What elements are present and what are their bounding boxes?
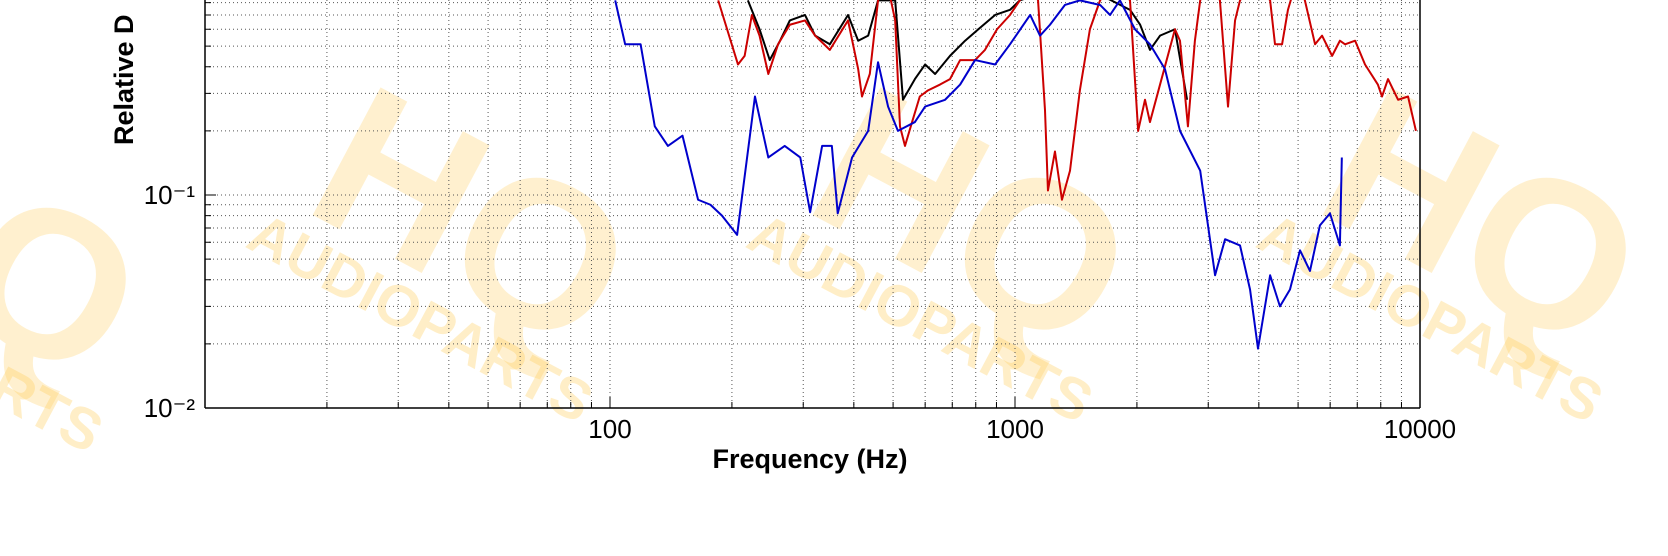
- y-tick-label: 10⁻²: [144, 393, 196, 423]
- y-tick-label: 10⁻¹: [144, 180, 196, 210]
- grid-layer: [205, 0, 1421, 409]
- x-tick-label: 100: [588, 414, 631, 444]
- x-tick-label: 10000: [1384, 414, 1456, 444]
- y-axis-label: Relative D: [109, 14, 139, 145]
- x-tick-label: 1000: [986, 414, 1044, 444]
- series-line: [717, 0, 1417, 201]
- x-axis-label: Frequency (Hz): [712, 444, 907, 474]
- lines-layer: [614, 0, 1417, 350]
- series-line: [614, 0, 1343, 350]
- axes-layer: 100 1000 10000 10⁻² 10⁻¹: [144, 0, 1456, 444]
